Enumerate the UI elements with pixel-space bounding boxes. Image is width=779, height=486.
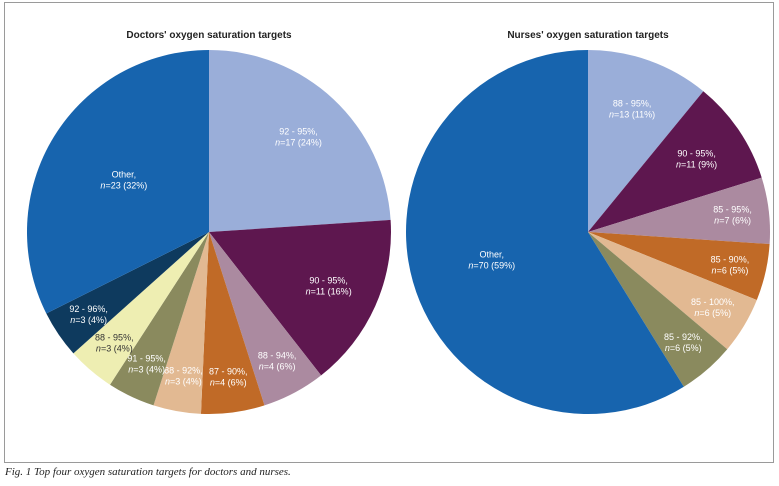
pie-slice xyxy=(209,232,322,406)
slice-value-label: n=23 (32%) xyxy=(100,180,147,190)
pie-slice xyxy=(406,50,684,414)
slice-value-label: n=6 (5%) xyxy=(665,343,702,353)
slice-value-label: n=3 (4%) xyxy=(165,376,202,386)
slice-label: Other, xyxy=(112,169,137,179)
doctors-chart-title: Doctors' oxygen saturation targets xyxy=(126,30,292,41)
pie-slice xyxy=(588,232,757,350)
slice-label: 85 - 90%, xyxy=(711,254,750,264)
slice-label: 85 - 92%, xyxy=(664,332,703,342)
slice-label: 87 - 90%, xyxy=(209,366,248,376)
pie-slice xyxy=(209,50,391,232)
pie-slice xyxy=(26,50,209,314)
pie-slice xyxy=(153,232,209,414)
pie-slice xyxy=(588,232,770,300)
slice-value-label: n=3 (4%) xyxy=(96,344,133,354)
slice-label: 88 - 95%, xyxy=(95,333,134,343)
nurses-chart-title: Nurses' oxygen saturation targets xyxy=(507,30,669,41)
slice-value-label: n=17 (24%) xyxy=(275,137,322,147)
slice-label: 85 - 100%, xyxy=(691,297,735,307)
slice-label: 92 - 95%, xyxy=(279,126,318,136)
pie-slice xyxy=(588,91,762,232)
slice-value-label: n=6 (5%) xyxy=(694,308,731,318)
pie-slice xyxy=(46,232,209,354)
slice-value-label: n=6 (5%) xyxy=(712,265,749,275)
pie-slice xyxy=(209,219,391,376)
slice-value-label: n=11 (16%) xyxy=(306,286,352,296)
slice-label: 91 - 95%, xyxy=(127,354,166,364)
figure-caption: Fig. 1 Top four oxygen saturation target… xyxy=(5,466,291,478)
pie-slice xyxy=(109,232,209,406)
pie-slice xyxy=(200,232,265,415)
slice-value-label: n=4 (6%) xyxy=(210,377,247,387)
slice-value-label: n=4 (6%) xyxy=(259,362,296,372)
slice-label: 90 - 95%, xyxy=(677,149,716,159)
slice-label: 88 - 95%, xyxy=(613,99,652,109)
slice-value-label: n=3 (4%) xyxy=(128,365,165,375)
slice-value-label: n=3 (4%) xyxy=(70,315,107,325)
slice-value-label: n=11 (9%) xyxy=(676,160,717,170)
pie-slice xyxy=(73,232,209,385)
slice-label: 88 - 92%, xyxy=(164,365,203,375)
pie-slice xyxy=(588,232,728,387)
slice-value-label: n=7 (6%) xyxy=(714,216,751,226)
slice-label: 85 - 95%, xyxy=(713,205,752,215)
pie-slice xyxy=(588,177,770,245)
slice-value-label: n=13 (11%) xyxy=(609,110,655,120)
slice-label: Other, xyxy=(479,249,504,259)
slice-value-label: n=70 (59%) xyxy=(468,260,515,270)
figure-frame xyxy=(4,2,774,463)
slice-label: 90 - 95%, xyxy=(309,275,348,285)
pie-slice xyxy=(588,50,704,232)
slice-label: 88 - 94%, xyxy=(258,351,297,361)
slice-label: 92 - 96%, xyxy=(69,304,108,314)
